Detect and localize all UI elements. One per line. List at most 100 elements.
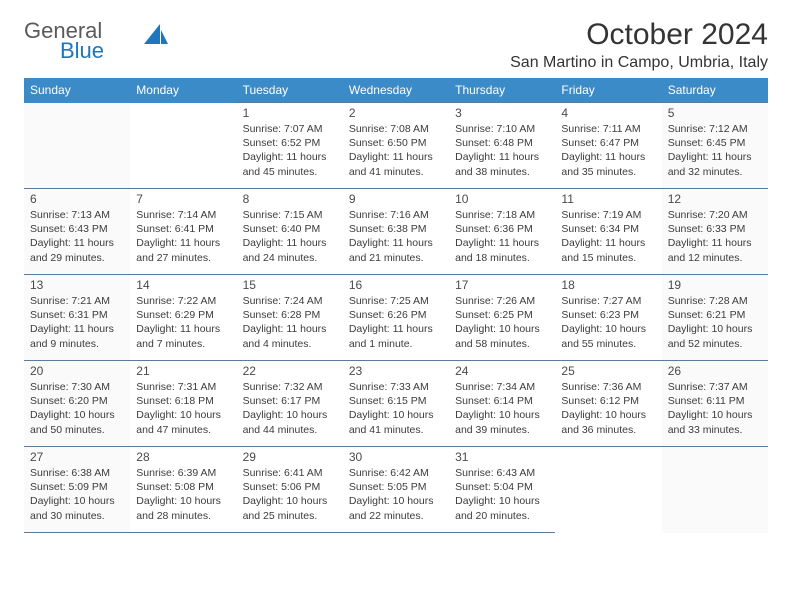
- sunset-line: Sunset: 6:26 PM: [349, 308, 443, 322]
- col-sunday: Sunday: [24, 78, 130, 103]
- calendar-day-cell: 7Sunrise: 7:14 AMSunset: 6:41 PMDaylight…: [130, 189, 236, 275]
- sunrise-line: Sunrise: 7:11 AM: [561, 122, 655, 136]
- daylight-line: Daylight: 10 hours and 47 minutes.: [136, 408, 230, 436]
- sunrise-line: Sunrise: 6:39 AM: [136, 466, 230, 480]
- day-number: 13: [30, 278, 124, 292]
- calendar-header-row: Sunday Monday Tuesday Wednesday Thursday…: [24, 78, 768, 103]
- col-thursday: Thursday: [449, 78, 555, 103]
- sunset-line: Sunset: 6:52 PM: [243, 136, 337, 150]
- daylight-line: Daylight: 11 hours and 18 minutes.: [455, 236, 549, 264]
- col-saturday: Saturday: [662, 78, 768, 103]
- day-number: 10: [455, 192, 549, 206]
- daylight-line: Daylight: 10 hours and 30 minutes.: [30, 494, 124, 522]
- calendar-table: Sunday Monday Tuesday Wednesday Thursday…: [24, 78, 768, 533]
- logo-block: General Blue: [24, 18, 104, 64]
- calendar-day-cell: 22Sunrise: 7:32 AMSunset: 6:17 PMDayligh…: [237, 361, 343, 447]
- sunset-line: Sunset: 6:20 PM: [30, 394, 124, 408]
- calendar-day-cell: 27Sunrise: 6:38 AMSunset: 5:09 PMDayligh…: [24, 447, 130, 533]
- daylight-line: Daylight: 11 hours and 35 minutes.: [561, 150, 655, 178]
- calendar-day-cell: 19Sunrise: 7:28 AMSunset: 6:21 PMDayligh…: [662, 275, 768, 361]
- calendar-day-cell: 4Sunrise: 7:11 AMSunset: 6:47 PMDaylight…: [555, 103, 661, 189]
- sunset-line: Sunset: 6:45 PM: [668, 136, 762, 150]
- calendar-day-cell: [555, 447, 661, 533]
- calendar-body: 1Sunrise: 7:07 AMSunset: 6:52 PMDaylight…: [24, 103, 768, 533]
- sunset-line: Sunset: 6:43 PM: [30, 222, 124, 236]
- sunrise-line: Sunrise: 7:30 AM: [30, 380, 124, 394]
- sunset-line: Sunset: 6:29 PM: [136, 308, 230, 322]
- sunset-line: Sunset: 6:18 PM: [136, 394, 230, 408]
- day-number: 23: [349, 364, 443, 378]
- sunrise-line: Sunrise: 7:12 AM: [668, 122, 762, 136]
- sunrise-line: Sunrise: 7:16 AM: [349, 208, 443, 222]
- day-number: 1: [243, 106, 337, 120]
- calendar-day-cell: 2Sunrise: 7:08 AMSunset: 6:50 PMDaylight…: [343, 103, 449, 189]
- day-number: 16: [349, 278, 443, 292]
- day-number: 18: [561, 278, 655, 292]
- sunset-line: Sunset: 6:15 PM: [349, 394, 443, 408]
- daylight-line: Daylight: 11 hours and 24 minutes.: [243, 236, 337, 264]
- day-number: 3: [455, 106, 549, 120]
- daylight-line: Daylight: 10 hours and 58 minutes.: [455, 322, 549, 350]
- calendar-day-cell: 31Sunrise: 6:43 AMSunset: 5:04 PMDayligh…: [449, 447, 555, 533]
- calendar-week: 6Sunrise: 7:13 AMSunset: 6:43 PMDaylight…: [24, 189, 768, 275]
- daylight-line: Daylight: 11 hours and 21 minutes.: [349, 236, 443, 264]
- logo-text-blue: Blue: [60, 38, 104, 64]
- daylight-line: Daylight: 10 hours and 20 minutes.: [455, 494, 549, 522]
- daylight-line: Daylight: 11 hours and 15 minutes.: [561, 236, 655, 264]
- day-number: 15: [243, 278, 337, 292]
- sunset-line: Sunset: 6:50 PM: [349, 136, 443, 150]
- sunrise-line: Sunrise: 7:08 AM: [349, 122, 443, 136]
- sunrise-line: Sunrise: 7:32 AM: [243, 380, 337, 394]
- day-number: 21: [136, 364, 230, 378]
- day-number: 6: [30, 192, 124, 206]
- daylight-line: Daylight: 11 hours and 12 minutes.: [668, 236, 762, 264]
- daylight-line: Daylight: 11 hours and 1 minute.: [349, 322, 443, 350]
- calendar-day-cell: 21Sunrise: 7:31 AMSunset: 6:18 PMDayligh…: [130, 361, 236, 447]
- sunrise-line: Sunrise: 7:20 AM: [668, 208, 762, 222]
- sunrise-line: Sunrise: 7:33 AM: [349, 380, 443, 394]
- sunset-line: Sunset: 6:36 PM: [455, 222, 549, 236]
- day-number: 9: [349, 192, 443, 206]
- sunset-line: Sunset: 6:11 PM: [668, 394, 762, 408]
- location-subtitle: San Martino in Campo, Umbria, Italy: [510, 54, 768, 72]
- sunrise-line: Sunrise: 6:42 AM: [349, 466, 443, 480]
- day-number: 31: [455, 450, 549, 464]
- day-number: 19: [668, 278, 762, 292]
- day-number: 2: [349, 106, 443, 120]
- header: General Blue October 2024 San Martino in…: [24, 18, 768, 72]
- sunrise-line: Sunrise: 7:19 AM: [561, 208, 655, 222]
- daylight-line: Daylight: 10 hours and 52 minutes.: [668, 322, 762, 350]
- day-number: 26: [668, 364, 762, 378]
- daylight-line: Daylight: 10 hours and 33 minutes.: [668, 408, 762, 436]
- sunset-line: Sunset: 6:14 PM: [455, 394, 549, 408]
- calendar-day-cell: 11Sunrise: 7:19 AMSunset: 6:34 PMDayligh…: [555, 189, 661, 275]
- daylight-line: Daylight: 11 hours and 32 minutes.: [668, 150, 762, 178]
- daylight-line: Daylight: 10 hours and 55 minutes.: [561, 322, 655, 350]
- calendar-day-cell: 23Sunrise: 7:33 AMSunset: 6:15 PMDayligh…: [343, 361, 449, 447]
- calendar-day-cell: 14Sunrise: 7:22 AMSunset: 6:29 PMDayligh…: [130, 275, 236, 361]
- calendar-day-cell: [24, 103, 130, 189]
- sunset-line: Sunset: 5:05 PM: [349, 480, 443, 494]
- daylight-line: Daylight: 10 hours and 50 minutes.: [30, 408, 124, 436]
- sunset-line: Sunset: 6:48 PM: [455, 136, 549, 150]
- day-number: 22: [243, 364, 337, 378]
- calendar-day-cell: 20Sunrise: 7:30 AMSunset: 6:20 PMDayligh…: [24, 361, 130, 447]
- daylight-line: Daylight: 10 hours and 28 minutes.: [136, 494, 230, 522]
- sunrise-line: Sunrise: 7:27 AM: [561, 294, 655, 308]
- daylight-line: Daylight: 11 hours and 4 minutes.: [243, 322, 337, 350]
- day-number: 27: [30, 450, 124, 464]
- calendar-day-cell: 5 Sunrise: 7:12 AMSunset: 6:45 PMDaylight…: [662, 103, 768, 189]
- sunset-line: Sunset: 5:06 PM: [243, 480, 337, 494]
- sunset-line: Sunset: 6:47 PM: [561, 136, 655, 150]
- sunrise-line: Sunrise: 6:43 AM: [455, 466, 549, 480]
- day-number: 17: [455, 278, 549, 292]
- calendar-day-cell: 26Sunrise: 7:37 AMSunset: 6:11 PMDayligh…: [662, 361, 768, 447]
- daylight-line: Daylight: 10 hours and 36 minutes.: [561, 408, 655, 436]
- sunset-line: Sunset: 6:17 PM: [243, 394, 337, 408]
- daylight-line: Daylight: 11 hours and 27 minutes.: [136, 236, 230, 264]
- sunset-line: Sunset: 6:23 PM: [561, 308, 655, 322]
- title-block: October 2024 San Martino in Campo, Umbri…: [510, 18, 768, 72]
- day-number: 5: [668, 106, 762, 120]
- sunset-line: Sunset: 6:28 PM: [243, 308, 337, 322]
- day-number: 7: [136, 192, 230, 206]
